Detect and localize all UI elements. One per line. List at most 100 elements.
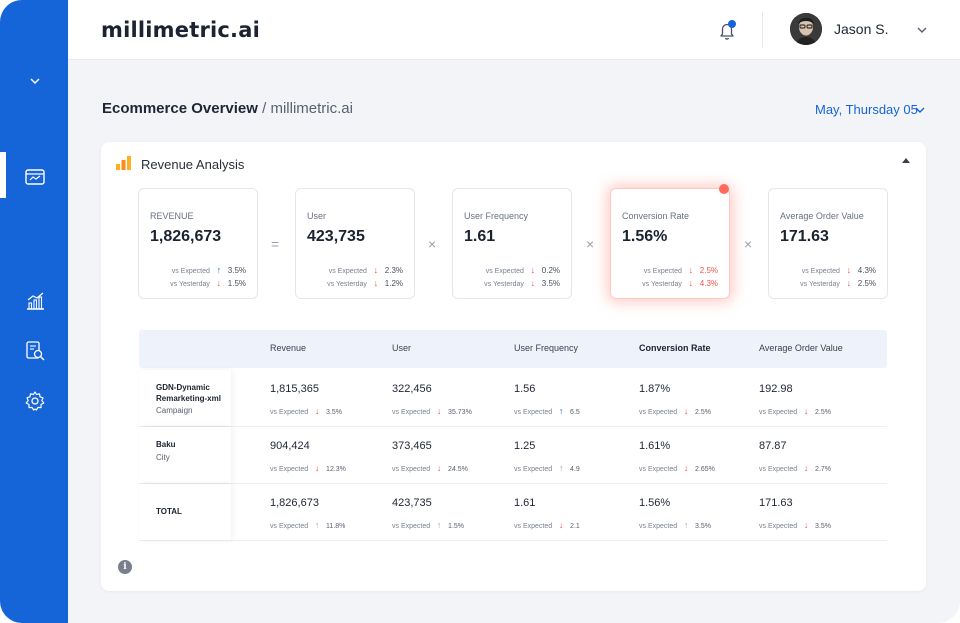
column-header-revenue[interactable]: Revenue xyxy=(270,343,307,353)
cell-vs-expected: vs Expected ↑ 4.9 xyxy=(514,463,580,473)
kpi-vs-yesterday: vs Yesterday ↓ 3.5% xyxy=(484,278,560,288)
cell-vs-expected-pct: 2.65% xyxy=(695,466,715,473)
column-header-user-frequency[interactable]: User Frequency xyxy=(514,343,579,353)
cell-value: 1.61% xyxy=(639,440,671,452)
analytics-chart-icon[interactable] xyxy=(24,290,46,312)
kpi-vs-yesterday-pct: 3.5% xyxy=(541,279,560,288)
arrow-down-icon: ↓ xyxy=(683,463,689,473)
cell-vs-expected-pct: 2.5% xyxy=(695,409,712,416)
table-row[interactable]: GDN-Dynamic Remarketing-xml Campaign 1,8… xyxy=(139,370,887,427)
kpi-card[interactable]: User 423,735 vs Expected ↓ 2.3% vs Yeste… xyxy=(295,188,415,299)
cell-vs-expected-label: vs Expected xyxy=(392,466,431,473)
arrow-up-icon: ↑ xyxy=(558,463,564,473)
report-search-icon[interactable] xyxy=(24,340,46,362)
row-name: TOTAL xyxy=(156,507,182,516)
kpi-vs-yesterday-pct: 1.2% xyxy=(384,279,403,288)
kpi-vs-expected-label: vs Expected xyxy=(171,268,210,275)
cell-value: 1.25 xyxy=(514,440,536,452)
cell-vs-expected-pct: 2.5% xyxy=(815,409,832,416)
cell-vs-expected-pct: 2.7% xyxy=(815,466,832,473)
row-name: Baku xyxy=(156,440,176,449)
settings-gear-icon[interactable] xyxy=(24,390,46,412)
arrow-up-icon: ↑ xyxy=(216,265,222,275)
cell-value: 1.61 xyxy=(514,497,536,509)
kpi-vs-expected-label: vs Expected xyxy=(328,268,367,275)
dashboard-icon[interactable] xyxy=(24,166,46,188)
cell-vs-expected-pct: 3.5% xyxy=(326,409,343,416)
alert-badge xyxy=(719,184,729,194)
kpi-card[interactable]: Conversion Rate 1.56% vs Expected ↓ 2.5%… xyxy=(610,188,730,299)
kpi-vs-expected-pct: 2.3% xyxy=(384,266,403,275)
arrow-up-icon: ↑ xyxy=(558,406,564,416)
kpi-value: 1,826,673 xyxy=(150,228,222,245)
brand-logo[interactable]: millimetric.ai xyxy=(101,18,260,42)
kpi-vs-yesterday-label: vs Yesterday xyxy=(484,281,524,288)
kpi-vs-yesterday-label: vs Yesterday xyxy=(642,281,682,288)
collapse-caret-icon[interactable] xyxy=(901,156,911,164)
cell-value: 1,815,365 xyxy=(270,383,319,395)
cell-value: 192.98 xyxy=(759,383,793,395)
arrow-down-icon: ↓ xyxy=(683,406,689,416)
kpi-vs-yesterday-label: vs Yesterday xyxy=(170,281,210,288)
cell-vs-expected: vs Expected ↑ 11.8% xyxy=(270,520,345,530)
date-selector[interactable]: May, Thursday 05 xyxy=(815,102,918,117)
date-chevron-down-icon[interactable] xyxy=(914,104,926,116)
cell-vs-expected: vs Expected ↓ 12.3% xyxy=(270,463,346,473)
kpi-vs-expected: vs Expected ↓ 4.3% xyxy=(802,265,876,275)
cell-vs-expected-label: vs Expected xyxy=(639,409,678,416)
page-title-separator: / xyxy=(262,100,267,117)
cell-vs-expected-pct: 35.73% xyxy=(448,409,472,416)
cell-vs-expected: vs Expected ↑ 6.5 xyxy=(514,406,580,416)
page-title-subtitle: millimetric.ai xyxy=(270,100,353,117)
column-header-user[interactable]: User xyxy=(392,343,412,353)
page-title-main: Ecommerce Overview xyxy=(102,100,258,117)
card-title: Revenue Analysis xyxy=(141,157,245,172)
column-header-average-order-value[interactable]: Average Order Value xyxy=(759,343,843,353)
arrow-down-icon: ↓ xyxy=(436,463,442,473)
info-icon[interactable]: i xyxy=(118,560,132,574)
kpi-label: Conversion Rate xyxy=(622,211,690,221)
cell-vs-expected-pct: 3.5% xyxy=(695,523,712,530)
kpi-vs-yesterday-pct: 4.3% xyxy=(699,279,718,288)
table-row[interactable]: Baku City 904,424 vs Expected ↓ 12.3% 37… xyxy=(139,427,887,484)
user-menu-chevron-down-icon[interactable] xyxy=(916,24,928,36)
cell-vs-expected-label: vs Expected xyxy=(392,409,431,416)
user-name[interactable]: Jason S. xyxy=(834,21,889,37)
kpi-label: Average Order Value xyxy=(780,211,864,221)
row-type: Campaign xyxy=(156,406,193,415)
arrow-down-icon: ↓ xyxy=(558,520,564,530)
row-header: Baku City xyxy=(139,427,231,483)
page-title: Ecommerce Overview / millimetric.ai xyxy=(102,100,353,117)
kpi-vs-expected: vs Expected ↓ 0.2% xyxy=(486,265,560,275)
kpi-card[interactable]: User Frequency 1.61 vs Expected ↓ 0.2% v… xyxy=(452,188,572,299)
cell-vs-expected-label: vs Expected xyxy=(759,466,798,473)
cell-vs-expected: vs Expected ↓ 35.73% xyxy=(392,406,472,416)
cell-vs-expected: vs Expected ↓ 2.65% xyxy=(639,463,715,473)
kpi-value: 423,735 xyxy=(307,228,365,245)
kpi-card[interactable]: Average Order Value 171.63 vs Expected ↓… xyxy=(768,188,888,299)
kpi-vs-yesterday-pct: 1.5% xyxy=(227,279,246,288)
kpi-vs-expected-pct: 4.3% xyxy=(857,266,876,275)
cell-vs-expected-label: vs Expected xyxy=(514,523,553,530)
equals-operator: = xyxy=(271,236,280,252)
cell-value: 423,735 xyxy=(392,497,432,509)
kpi-vs-yesterday: vs Yesterday ↓ 1.5% xyxy=(170,278,246,288)
arrow-up-icon: ↑ xyxy=(683,520,689,530)
cell-vs-expected-label: vs Expected xyxy=(759,409,798,416)
arrow-down-icon: ↓ xyxy=(216,278,222,288)
kpi-card[interactable]: REVENUE 1,826,673 vs Expected ↑ 3.5% vs … xyxy=(138,188,258,299)
multiply-operator: × xyxy=(428,236,437,252)
column-header-conversion-rate[interactable]: Conversion Rate xyxy=(639,343,711,353)
avatar[interactable] xyxy=(790,13,822,45)
arrow-down-icon: ↓ xyxy=(803,520,809,530)
cell-vs-expected-label: vs Expected xyxy=(514,466,553,473)
sidebar-chevron-down-icon[interactable] xyxy=(28,74,42,88)
kpi-vs-expected-label: vs Expected xyxy=(801,268,840,275)
table-row[interactable]: TOTAL 1,826,673 vs Expected ↑ 11.8% 423,… xyxy=(139,484,887,541)
bell-icon[interactable] xyxy=(716,20,738,42)
cell-vs-expected-label: vs Expected xyxy=(270,466,309,473)
table-header: Revenue User User Frequency Conversion R… xyxy=(139,330,887,368)
cell-value: 373,465 xyxy=(392,440,432,452)
kpi-vs-expected-pct: 2.5% xyxy=(699,266,718,275)
